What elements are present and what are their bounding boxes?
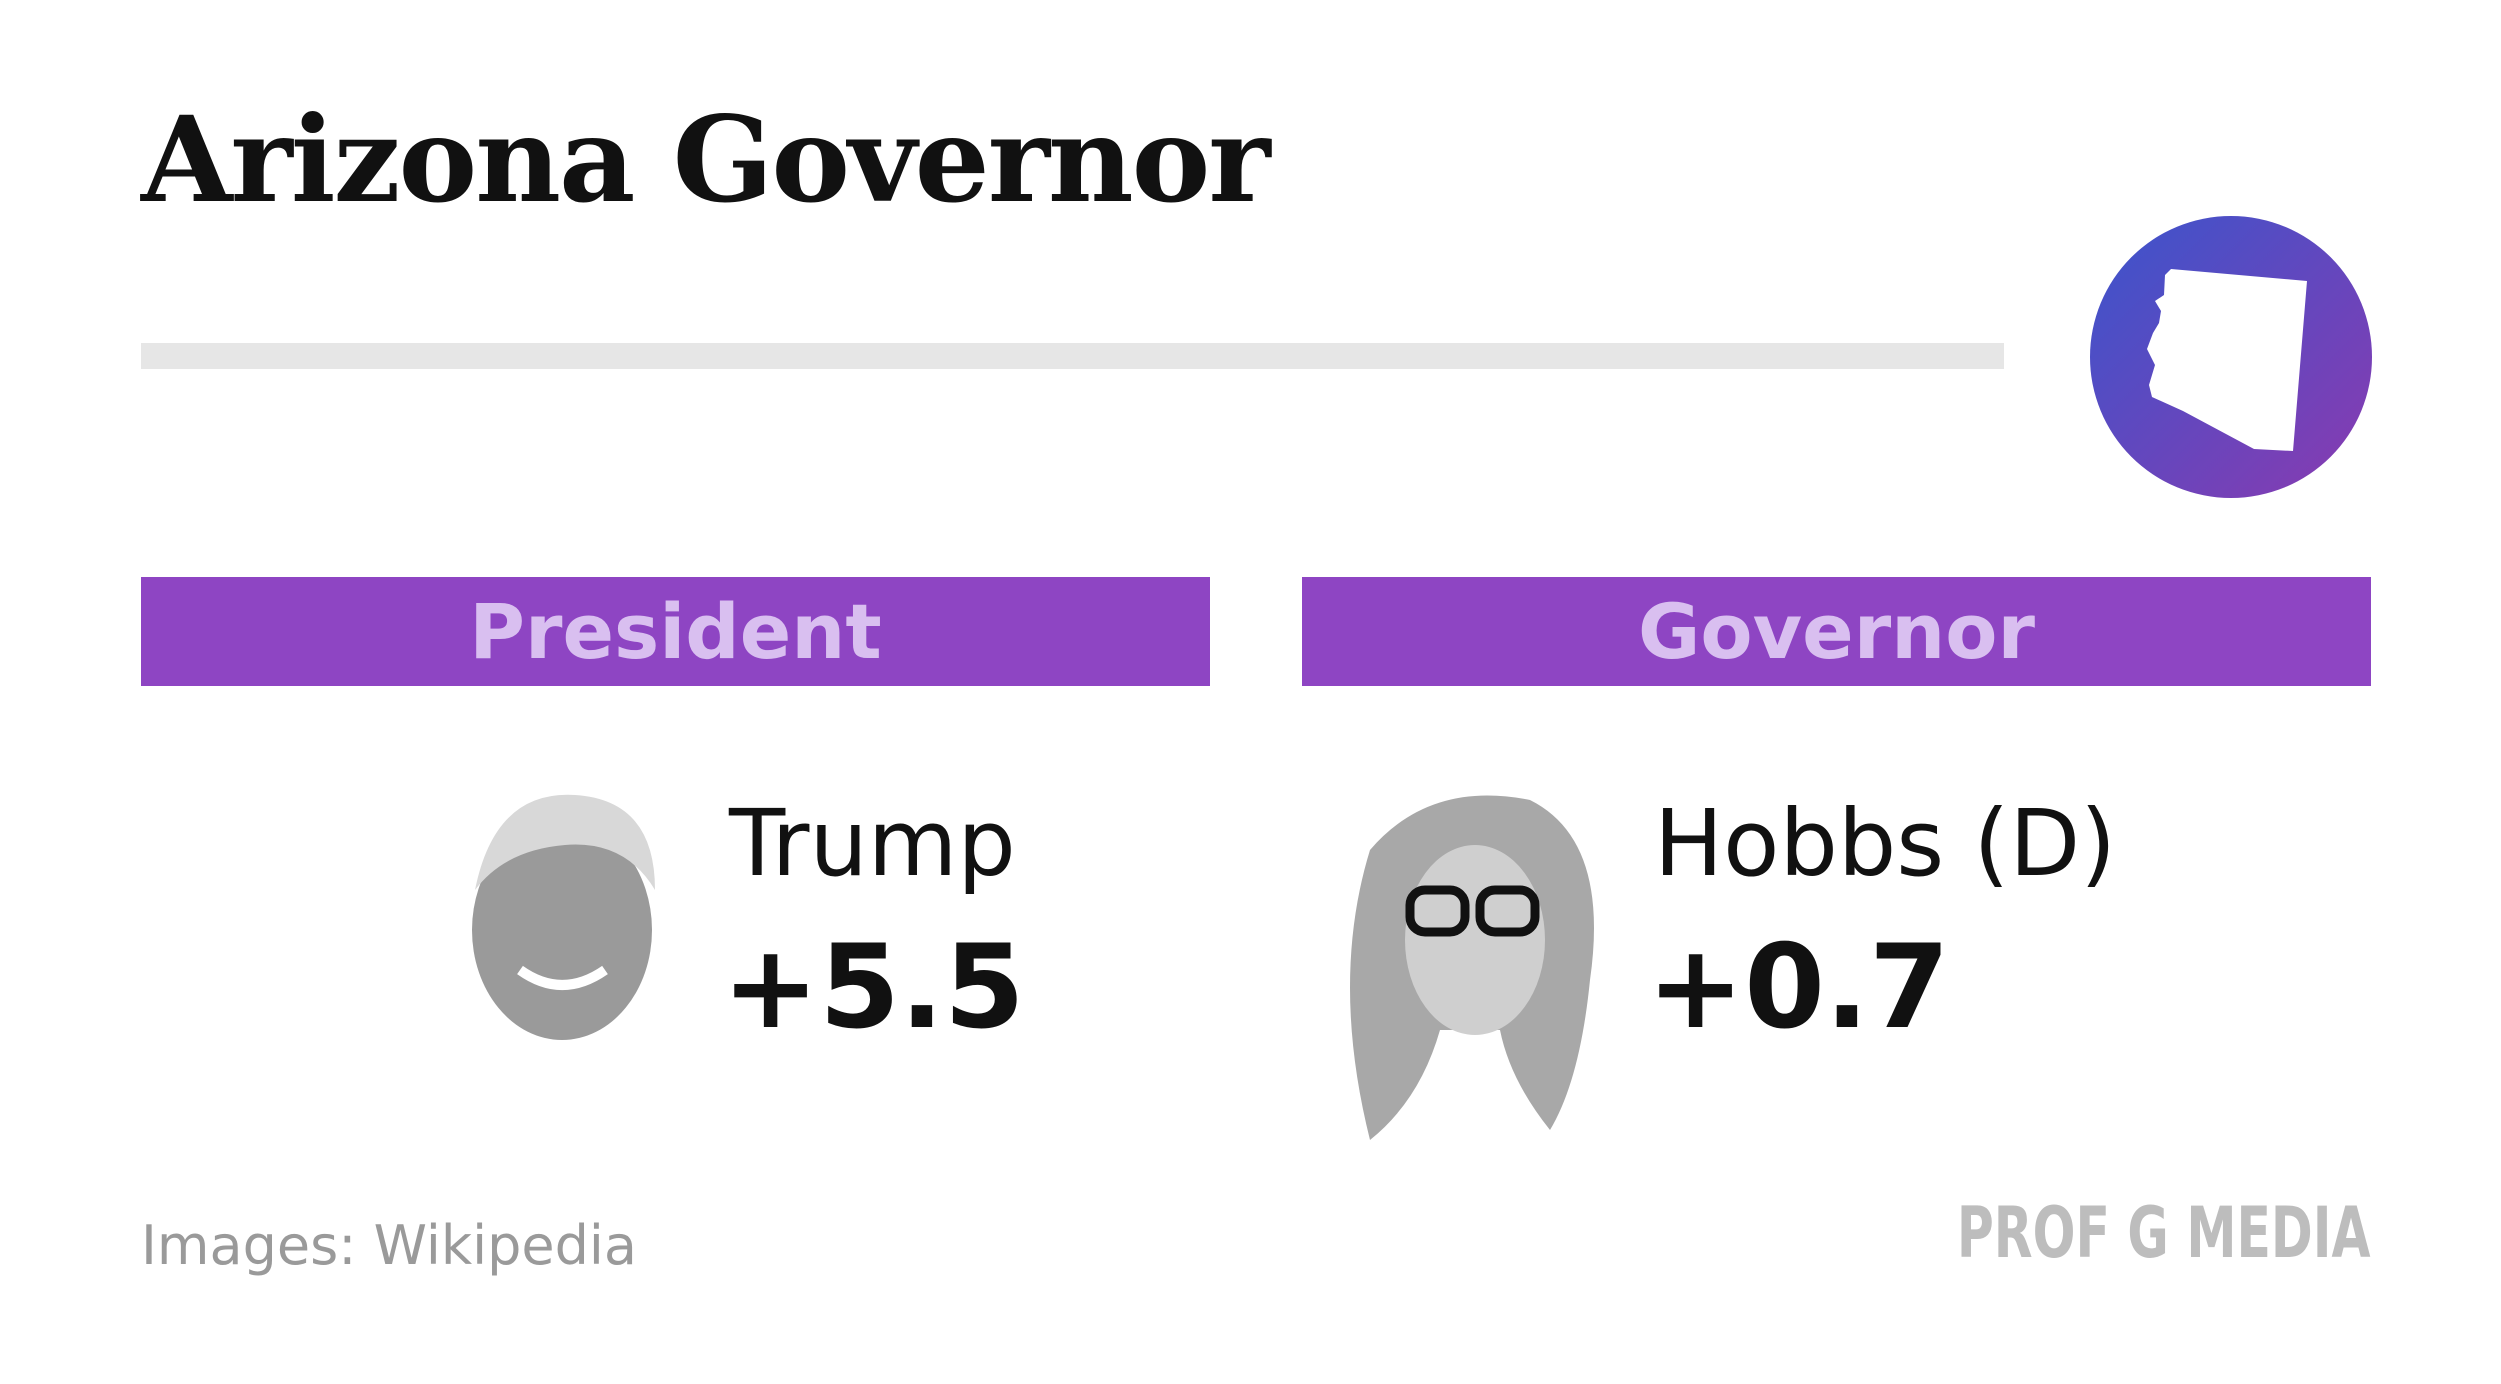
candidate-margin: +0.7 [1647, 920, 1950, 1055]
state-badge [2090, 216, 2372, 498]
candidate-margin: +5.5 [722, 920, 1025, 1055]
brand-logo: PROF G MEDIA [1957, 1192, 2371, 1274]
candidate-name: Hobbs (D) [1654, 790, 2117, 897]
panel-heading: Governor [1302, 577, 2371, 686]
divider [141, 343, 2004, 369]
candidate-photo [1350, 795, 1594, 1140]
candidate-photo [472, 794, 655, 1040]
candidate-name: Trump [729, 790, 1016, 897]
image-credit: Images: Wikipedia [141, 1214, 637, 1277]
title: Arizona Governor [141, 90, 1271, 229]
panel-heading: President [141, 577, 1210, 686]
